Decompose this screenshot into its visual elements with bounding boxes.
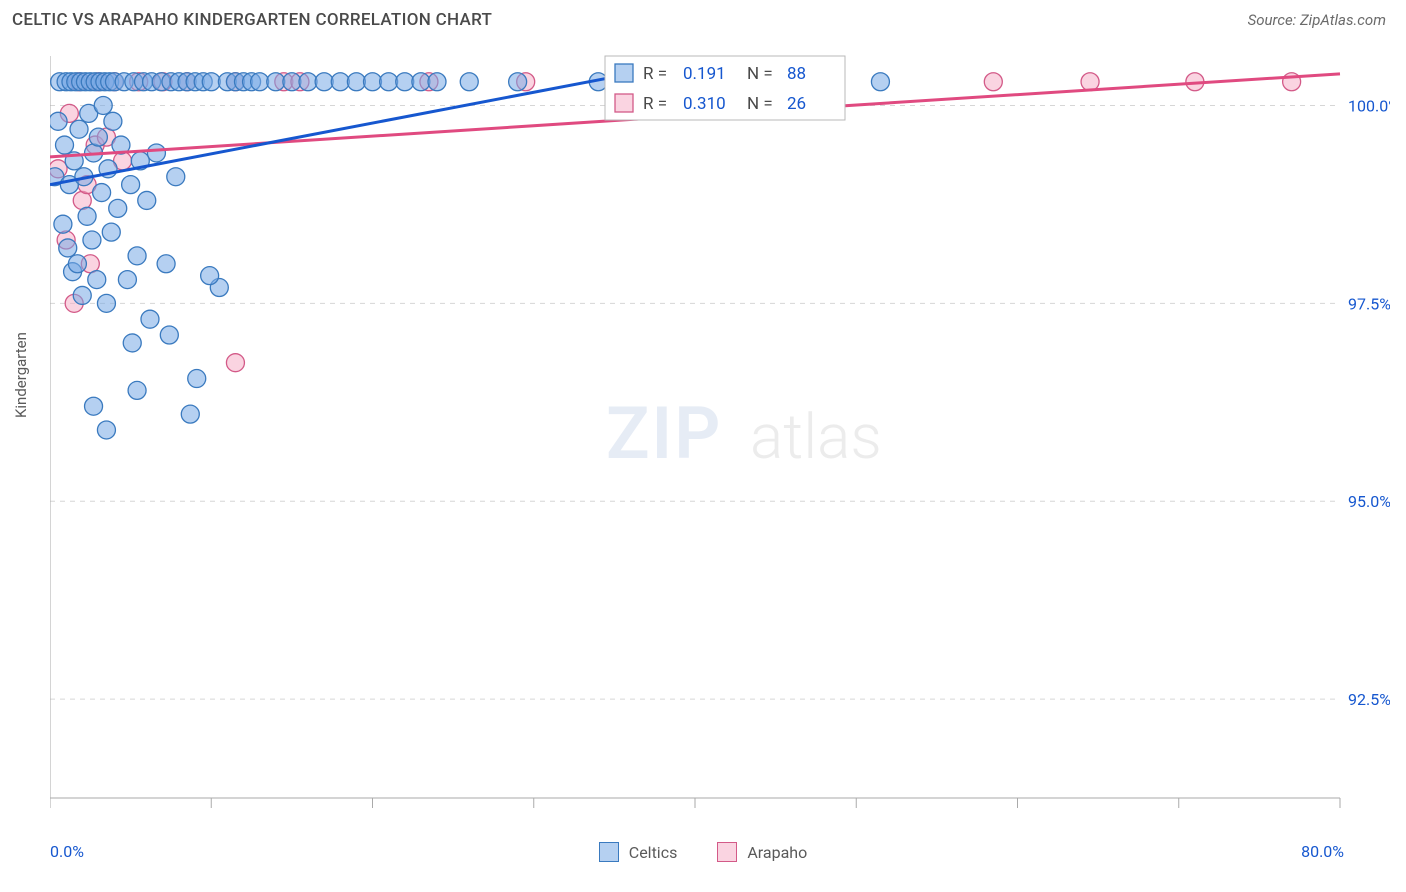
data-point-celtics: [396, 73, 414, 91]
data-point-celtics: [50, 112, 67, 130]
stats-n-celtics: 88: [787, 64, 806, 84]
data-point-celtics: [380, 73, 398, 91]
y-axis-label: Kindergarten: [12, 332, 30, 418]
stats-swatch-arapaho: [615, 94, 633, 112]
data-point-celtics: [78, 207, 96, 225]
legend-item-celtics: Celtics: [599, 842, 678, 862]
stats-n-arapaho: 26: [787, 94, 806, 114]
chart-title: CELTIC VS ARAPAHO KINDERGARTEN CORRELATI…: [12, 10, 492, 30]
bottom-legend: 0.0% Celtics Arapaho 80.0%: [0, 842, 1406, 862]
legend-label-arapaho: Arapaho: [747, 843, 807, 862]
data-point-celtics: [54, 215, 72, 233]
data-point-celtics: [202, 73, 220, 91]
y-tick-label: 92.5%: [1348, 690, 1390, 709]
data-point-celtics: [97, 421, 115, 439]
data-point-celtics: [123, 334, 141, 352]
y-tick-label: 97.5%: [1348, 294, 1390, 313]
stats-r-label: R =: [643, 94, 667, 114]
stats-r-label: R =: [643, 64, 667, 84]
chart-header: CELTIC VS ARAPAHO KINDERGARTEN CORRELATI…: [0, 0, 1406, 36]
y-tick-label: 100.0%: [1348, 96, 1390, 115]
data-point-celtics: [364, 73, 382, 91]
data-point-celtics: [315, 73, 333, 91]
data-point-arapaho: [984, 73, 1002, 91]
data-point-celtics: [102, 223, 120, 241]
data-point-celtics: [89, 128, 107, 146]
legend-swatch-celtics: [599, 842, 619, 862]
watermark-atlas: atlas: [750, 401, 882, 474]
data-point-celtics: [104, 112, 122, 130]
y-tick-label: 95.0%: [1348, 492, 1390, 511]
data-point-arapaho: [226, 354, 244, 372]
data-point-celtics: [347, 73, 365, 91]
data-point-celtics: [160, 326, 178, 344]
data-point-celtics: [68, 255, 86, 273]
data-point-celtics: [147, 144, 165, 162]
data-point-celtics: [70, 120, 88, 138]
data-point-celtics: [428, 73, 446, 91]
data-point-celtics: [283, 73, 301, 91]
stats-r-celtics: 0.191: [683, 64, 726, 84]
data-point-celtics: [167, 168, 185, 186]
data-point-celtics: [56, 136, 74, 154]
data-point-celtics: [460, 73, 478, 91]
data-point-celtics: [59, 239, 77, 257]
data-point-celtics: [331, 73, 349, 91]
stats-swatch-celtics: [615, 64, 633, 82]
legend-swatch-arapaho: [717, 842, 737, 862]
data-point-celtics: [201, 267, 219, 285]
data-point-celtics: [181, 405, 199, 423]
data-point-celtics: [412, 73, 430, 91]
scatter-plot-svg: 92.5% 95.0% 97.5% 100.0% ZIP atlas R = 0.191 N =…: [50, 48, 1390, 808]
data-point-celtics: [73, 286, 91, 304]
data-point-celtics: [188, 370, 206, 388]
data-point-celtics: [138, 191, 156, 209]
data-point-celtics: [93, 184, 111, 202]
data-point-celtics: [128, 247, 146, 265]
stats-n-label: N =: [747, 94, 773, 114]
x-axis-min-label: 0.0%: [50, 842, 84, 861]
stats-n-label: N =: [747, 64, 773, 84]
data-point-celtics: [122, 176, 140, 194]
data-point-celtics: [94, 96, 112, 114]
watermark-zip: ZIP: [606, 391, 722, 476]
legend-label-celtics: Celtics: [629, 843, 678, 862]
data-point-celtics: [141, 310, 159, 328]
data-point-celtics: [88, 271, 106, 289]
data-point-celtics: [118, 271, 136, 289]
legend-center: Celtics Arapaho: [599, 842, 807, 862]
data-point-celtics: [85, 397, 103, 415]
stats-r-arapaho: 0.310: [683, 94, 726, 114]
x-axis-max-label: 80.0%: [1301, 842, 1344, 861]
data-point-celtics: [83, 231, 101, 249]
data-point-celtics: [871, 73, 889, 91]
chart-area: Kindergarten 92.5%95.0%97.5%100.0%ZIPatl…: [50, 48, 1406, 808]
data-point-celtics: [109, 199, 127, 217]
data-point-celtics: [97, 294, 115, 312]
data-point-celtics: [267, 73, 285, 91]
data-point-celtics: [128, 381, 146, 399]
data-point-celtics: [509, 73, 527, 91]
data-point-celtics: [157, 255, 175, 273]
data-point-celtics: [299, 73, 317, 91]
legend-item-arapaho: Arapaho: [717, 842, 807, 862]
data-point-celtics: [251, 73, 269, 91]
chart-source: Source: ZipAtlas.com: [1248, 11, 1386, 29]
